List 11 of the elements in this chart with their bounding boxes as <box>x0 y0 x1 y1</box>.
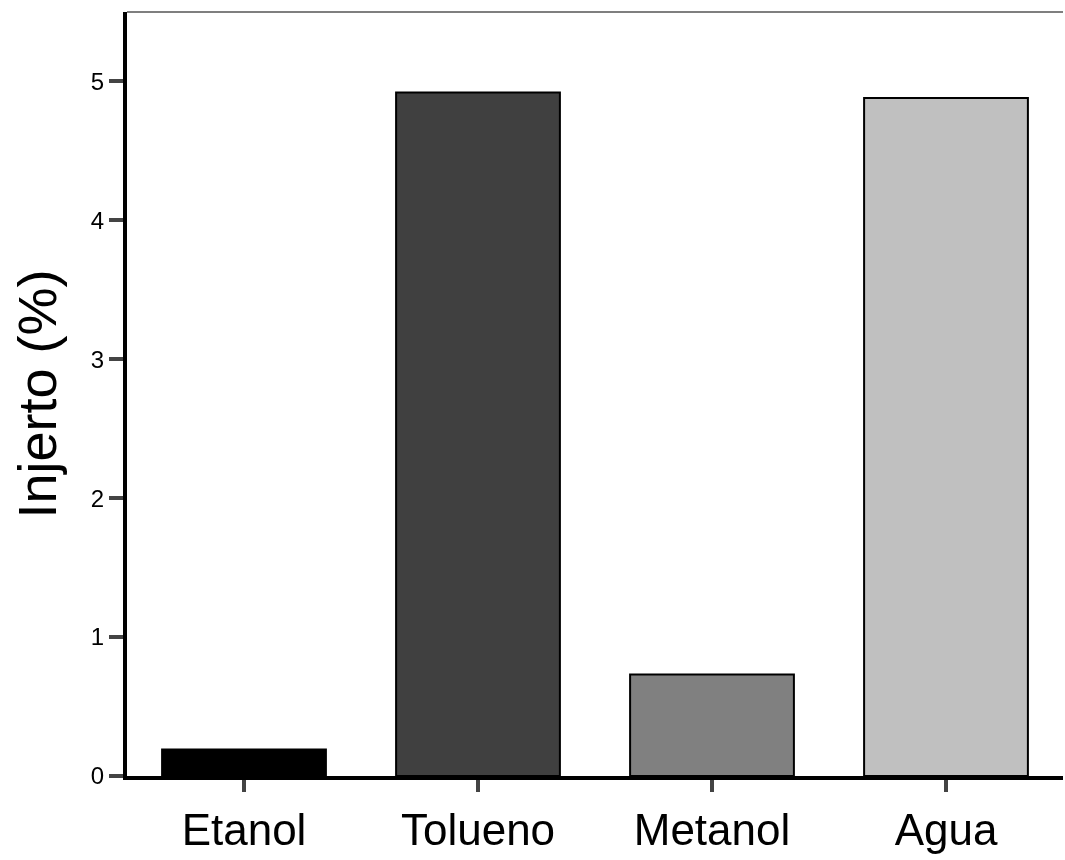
y-tick-label: 0 <box>90 762 105 790</box>
x-tick-label: Etanol <box>181 804 307 854</box>
y-tick-label: 5 <box>90 67 105 95</box>
x-tick-label: Metanol <box>633 804 791 854</box>
y-axis-title: Injerto (%) <box>6 269 67 519</box>
y-tick-label: 1 <box>90 623 105 651</box>
y-tick-label: 2 <box>90 484 105 512</box>
x-tick-label: Agua <box>894 804 998 854</box>
y-tick-label: 4 <box>90 206 105 234</box>
y-tick-label: 3 <box>90 345 105 373</box>
x-tick-label: Tolueno <box>400 804 556 854</box>
